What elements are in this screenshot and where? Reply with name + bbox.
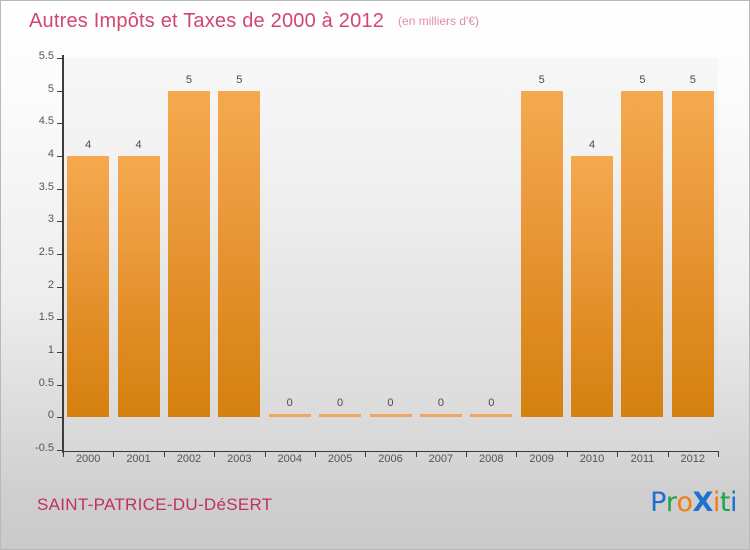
x-axis-tick-mark <box>718 451 719 457</box>
bar-2005[interactable] <box>319 414 362 418</box>
x-axis-tick-label: 2004 <box>277 453 302 465</box>
bar-2011[interactable] <box>621 90 664 418</box>
logo-letter: o <box>676 487 694 518</box>
bar-value-label: 5 <box>689 73 696 86</box>
x-axis-tick-mark <box>365 451 366 457</box>
x-axis-tick-mark <box>567 451 568 457</box>
y-axis-tick-mark <box>57 123 63 125</box>
bar-value-label: 5 <box>185 73 193 86</box>
y-axis-tick-label: 3 <box>47 213 54 226</box>
x-axis-tick-mark <box>416 451 417 457</box>
bar-2007[interactable] <box>419 414 462 418</box>
x-axis-tick-label: 2003 <box>227 453 252 465</box>
bar-2006[interactable] <box>369 414 412 418</box>
x-axis-tick-mark <box>113 451 114 457</box>
y-axis-tick-mark <box>57 188 63 190</box>
x-axis-tick-mark <box>63 451 64 457</box>
y-axis-tick-label: 3.5 <box>38 180 54 193</box>
chart-header: Autres Impôts et Taxes de 2000 à 2012 (e… <box>1 1 750 41</box>
y-axis-tick-label: 2 <box>47 278 54 291</box>
y-axis-tick-label: 4.5 <box>38 115 54 128</box>
x-axis-tick-label: 2010 <box>579 453 605 465</box>
bar-value-label: 5 <box>538 73 545 86</box>
x-axis-tick-label: 2007 <box>428 453 454 465</box>
bar-value-label: 0 <box>337 397 344 410</box>
plot-area <box>63 58 718 450</box>
y-axis-tick-label: 1 <box>47 344 54 356</box>
bar-2002[interactable] <box>167 90 210 418</box>
chart-footer: SAINT-PATRICE-DU-DéSERT ProXiti <box>1 479 750 549</box>
x-axis-tick-mark <box>466 451 467 457</box>
x-axis-tick-label: 2005 <box>327 453 353 465</box>
bar-2010[interactable] <box>571 156 614 418</box>
x-axis-tick-label: 2012 <box>680 453 706 465</box>
bar-value-label: 0 <box>488 397 495 410</box>
y-axis-tick-mark <box>57 90 63 92</box>
bar-2003[interactable] <box>218 90 261 418</box>
y-axis-tick-mark <box>57 352 63 353</box>
x-axis-tick-mark <box>668 451 669 457</box>
y-axis-tick-label: 2.5 <box>38 246 54 258</box>
y-axis-tick-label: -0.5 <box>35 442 54 454</box>
x-axis-tick-label: 2009 <box>529 453 554 465</box>
y-axis-tick-label: 0.5 <box>38 376 54 389</box>
y-axis-tick-mark <box>57 221 63 223</box>
y-axis-tick-mark <box>57 319 63 321</box>
y-axis-tick-mark <box>57 286 63 288</box>
bar-2008[interactable] <box>470 414 513 418</box>
bar-value-label: 4 <box>588 139 596 151</box>
logo-letter: P <box>650 487 666 518</box>
y-axis-tick-label: 5.5 <box>38 50 54 62</box>
y-axis-line <box>62 55 64 453</box>
x-axis-tick-label: 2001 <box>126 453 151 465</box>
chart-units-label: (en milliers d'€) <box>398 13 480 28</box>
y-axis-tick-label: 4 <box>47 148 54 160</box>
y-axis-tick-mark <box>57 384 63 386</box>
logo-letter: X <box>692 487 714 518</box>
logo-letter: t <box>719 487 731 518</box>
bar-2009[interactable] <box>520 90 563 418</box>
x-axis-tick-label: 2002 <box>176 453 202 465</box>
x-axis-tick-label: 2011 <box>630 453 655 465</box>
commune-name: SAINT-PATRICE-DU-DéSERT <box>37 495 273 514</box>
y-axis-tick-label: 0 <box>47 409 54 422</box>
y-axis-tick-mark <box>57 417 63 419</box>
logo-letter: i <box>712 487 721 518</box>
x-axis-tick-mark <box>265 451 266 457</box>
y-axis-tick-label: 5 <box>47 82 54 95</box>
x-axis-tick-mark <box>617 451 618 457</box>
x-axis-line <box>62 451 718 452</box>
page-title: Autres Impôts et Taxes de 2000 à 2012 <box>29 9 385 32</box>
bar-value-label: 0 <box>437 397 444 410</box>
x-axis-tick-label: 2006 <box>378 453 403 465</box>
y-axis-tick-mark <box>57 450 63 451</box>
bar-value-label: 0 <box>286 397 293 410</box>
y-axis-tick-label: 1.5 <box>38 311 54 324</box>
y-axis-tick-mark <box>57 156 63 157</box>
bar-value-label: 0 <box>387 397 394 410</box>
logo-letter: i <box>729 487 738 518</box>
bar-2000[interactable] <box>67 156 110 418</box>
x-axis-tick-label: 2008 <box>479 453 504 465</box>
bar-value-label: 4 <box>85 139 92 151</box>
x-axis-tick-mark <box>315 451 316 457</box>
x-axis-tick-label: 2000 <box>75 453 101 465</box>
bar-value-label: 5 <box>639 73 646 86</box>
bar-2001[interactable] <box>117 156 160 418</box>
y-axis-tick-mark <box>57 254 63 255</box>
bar-value-label: 5 <box>236 73 243 86</box>
x-axis-tick-mark <box>516 451 517 457</box>
x-axis-tick-mark <box>164 451 165 457</box>
bar-2012[interactable] <box>671 90 714 418</box>
x-axis-tick-mark <box>214 451 215 457</box>
y-axis-tick-mark <box>57 58 63 59</box>
logo-letter: r <box>665 487 677 518</box>
proxiti-logo[interactable]: ProXiti <box>650 487 737 518</box>
bar-2004[interactable] <box>268 414 311 418</box>
bar-value-label: 4 <box>135 139 142 151</box>
